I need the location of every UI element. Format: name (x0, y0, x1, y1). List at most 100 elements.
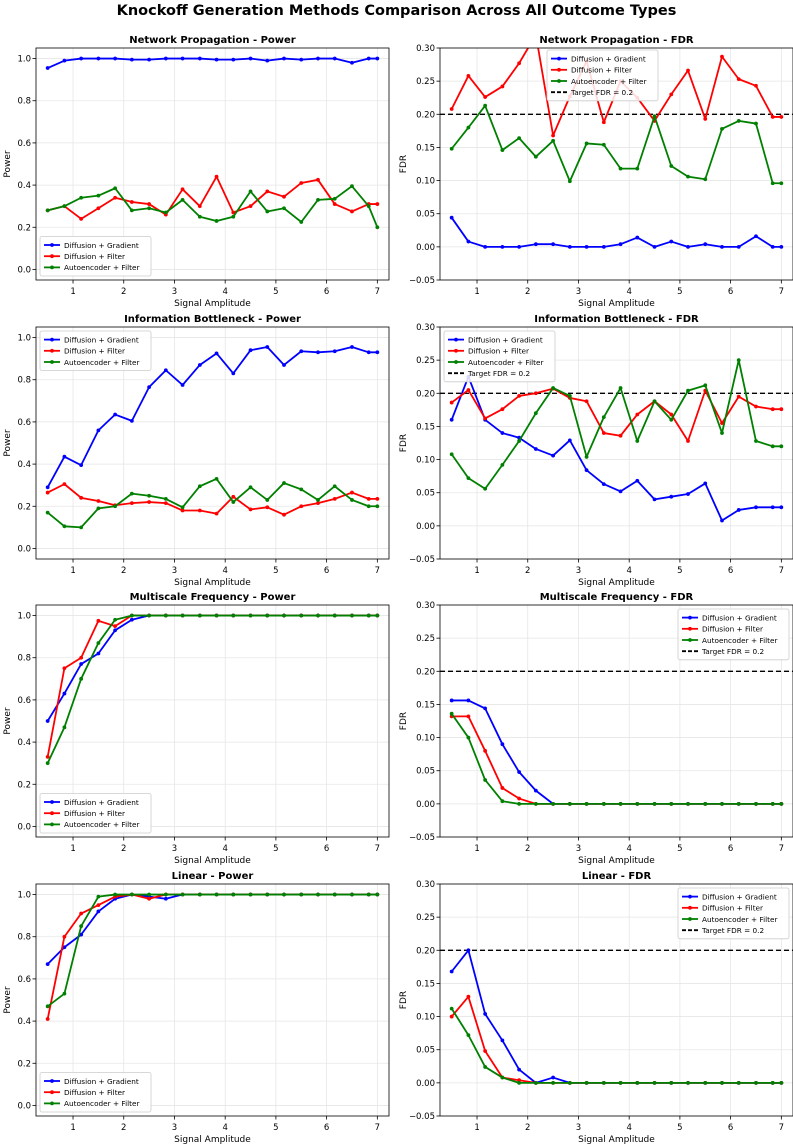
data-point (96, 56, 101, 61)
x-tick-label: 1 (474, 1123, 479, 1133)
data-point (350, 184, 354, 189)
data-point (517, 244, 522, 249)
x-tick-label: 6 (728, 287, 733, 297)
x-tick-label: 2 (121, 844, 126, 854)
data-point (770, 1080, 775, 1085)
data-point (686, 439, 690, 443)
data-point (45, 962, 50, 967)
data-point (265, 189, 270, 194)
data-point (669, 1080, 674, 1085)
data-point (62, 666, 67, 671)
y-tick-label: 0.2 (17, 780, 31, 790)
y-tick-label: 0.0 (17, 1101, 31, 1111)
data-point (720, 126, 724, 131)
axes-frame (35, 47, 390, 281)
series-line-diffusion-gradient (46, 614, 378, 722)
data-point (332, 496, 337, 501)
legend-label: Diffusion + Filter (64, 347, 125, 356)
data-point (231, 494, 236, 499)
data-point (375, 225, 380, 230)
data-point (265, 613, 270, 618)
data-point (449, 452, 454, 457)
x-tick-label: 2 (121, 566, 126, 576)
data-point (197, 214, 202, 219)
data-point (601, 431, 606, 435)
y-tick-label: −0.05 (409, 555, 435, 565)
data-point (483, 244, 488, 249)
data-point (96, 499, 101, 503)
x-tick-label: 4 (626, 844, 631, 854)
data-point (282, 363, 286, 367)
data-point (754, 404, 758, 409)
data-point (282, 892, 286, 897)
data-point (686, 174, 690, 179)
data-point (779, 444, 784, 449)
legend-box (39, 330, 152, 371)
data-point (332, 56, 337, 61)
x-tick-label: 4 (222, 566, 227, 576)
legend: Diffusion + Gradient Diffusion + Filter Au… (443, 330, 556, 383)
data-point (466, 388, 471, 392)
data-point (551, 386, 556, 390)
data-point (375, 496, 380, 501)
data-point (282, 194, 286, 199)
data-point (96, 618, 101, 623)
y-tick-label: 0.20 (416, 667, 435, 677)
y-tick-label: 0.25 (416, 913, 435, 923)
x-tick-label: 6 (324, 844, 329, 854)
data-point (366, 496, 371, 501)
legend-marker (50, 822, 54, 827)
data-point (231, 613, 236, 618)
y-tick-label: 0.8 (17, 376, 31, 386)
series-diffusion-gradient (45, 892, 380, 967)
data-point (736, 801, 741, 806)
axes-frame (439, 47, 793, 281)
data-point (533, 242, 538, 247)
legend-box (39, 1072, 152, 1113)
data-point (366, 350, 371, 355)
data-point (534, 33, 538, 37)
data-point (375, 56, 380, 61)
legend-item-diffusion-gradient: Diffusion + Gradient (44, 798, 139, 807)
data-point (601, 120, 606, 125)
data-point (500, 1038, 505, 1043)
x-tick-label: 2 (121, 1123, 126, 1133)
legend-marker (557, 67, 561, 72)
data-point (533, 801, 538, 806)
legend-item-autoencoder-filter: Autoencoder + Filter (551, 77, 646, 86)
data-point (618, 386, 623, 390)
data-point (62, 691, 67, 696)
data-point (779, 115, 784, 119)
data-point (686, 492, 690, 496)
data-point (113, 56, 118, 61)
data-point (332, 196, 337, 201)
data-point (180, 197, 185, 202)
data-point (265, 498, 270, 502)
legend: Diffusion + Gradient Diffusion + Filter Au… (677, 608, 790, 661)
data-point (584, 468, 589, 473)
data-point (129, 208, 134, 213)
data-point (517, 394, 522, 398)
data-point (652, 114, 657, 119)
x-tick-label: 3 (172, 287, 177, 297)
x-tick-label: 6 (324, 566, 329, 576)
data-point (163, 56, 168, 61)
y-tick-label: 1.0 (17, 334, 31, 344)
data-point (248, 613, 253, 618)
legend: Diffusion + Gradient Diffusion + Filter Au… (677, 887, 790, 940)
data-point (180, 505, 185, 510)
series-line-diffusion-gradient (47, 57, 378, 69)
data-point (366, 892, 371, 897)
data-point (449, 215, 454, 220)
legend-marker (688, 905, 692, 910)
legend-box (546, 49, 659, 102)
x-tick-label: 5 (273, 1123, 278, 1133)
data-point (500, 84, 505, 89)
data-point (635, 1080, 640, 1085)
legend-label: Diffusion + Gradient (468, 335, 543, 344)
legend-item-autoencoder-filter: Autoencoder + Filter (44, 820, 139, 829)
data-point (720, 54, 724, 59)
data-point (601, 142, 606, 147)
y-tick-label: 0.30 (416, 323, 435, 333)
